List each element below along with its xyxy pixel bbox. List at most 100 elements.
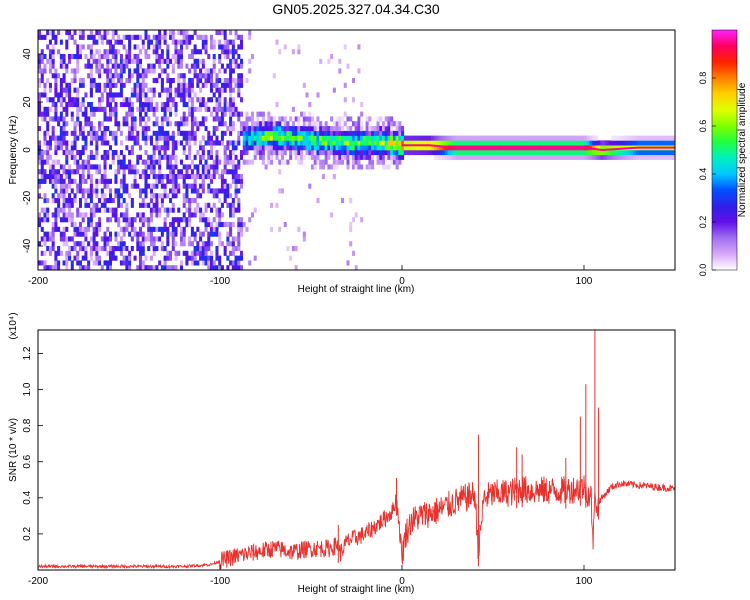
spectrogram-cell xyxy=(398,150,402,156)
spectrogram-cell xyxy=(414,145,418,151)
spectrogram-cell xyxy=(368,130,372,136)
spectrogram-cell xyxy=(371,154,375,160)
spectrogram-cell xyxy=(581,135,585,141)
spectrogram-cell xyxy=(196,73,200,79)
spectrogram-cell xyxy=(226,188,230,194)
spectrogram-cell xyxy=(95,250,99,256)
spectrogram-cell xyxy=(193,58,197,64)
spectrogram-cell xyxy=(346,260,350,266)
spectrogram-cell xyxy=(185,44,189,50)
spectrogram-cell xyxy=(92,54,96,60)
spectrogram-cell xyxy=(559,154,563,160)
spectrogram-cell xyxy=(614,145,618,151)
spectrogram-cell xyxy=(447,140,451,146)
spectrogram-cell xyxy=(193,73,197,79)
spectrogram-cell xyxy=(106,30,110,36)
spectrogram-cell xyxy=(431,150,435,156)
spectrogram-cell xyxy=(316,145,320,151)
spectrogram-cell xyxy=(38,30,42,36)
spectrogram-cell xyxy=(420,145,424,151)
spectrogram-cell xyxy=(283,116,287,122)
spectrogram-cell xyxy=(185,63,189,69)
spectrogram-cell xyxy=(177,140,181,146)
spectrogram-cell xyxy=(425,150,429,156)
spectrogram-cell xyxy=(166,226,170,232)
spectrogram-cell xyxy=(209,178,214,184)
spectrogram-cell xyxy=(98,217,102,223)
spectrogram-cell xyxy=(442,140,446,146)
spectrogram-cell xyxy=(38,222,42,228)
spectrogram-cell xyxy=(38,183,42,189)
spectrogram-cell xyxy=(458,154,462,160)
spectrogram-cell xyxy=(179,82,183,88)
spectrogram-cell xyxy=(57,135,61,141)
spectrogram-cell xyxy=(270,226,274,232)
spectrogram-cell xyxy=(455,150,459,156)
spectrogram-cell xyxy=(46,150,50,156)
spectrogram-cell xyxy=(62,169,66,175)
spectrogram-cell xyxy=(81,217,85,223)
spectrogram-cell xyxy=(114,169,118,175)
spectrogram-cell xyxy=(390,135,394,141)
spectrogram-cell xyxy=(76,150,80,156)
spectrogram-cell xyxy=(485,140,489,146)
spectrogram-cell xyxy=(38,169,42,175)
spectrogram-cell xyxy=(209,250,214,256)
spectrogram-cell xyxy=(122,217,126,223)
spectrogram-cell xyxy=(234,78,238,84)
spectrogram-cell xyxy=(174,255,178,261)
spectrogram-cell xyxy=(412,150,416,156)
spectrogram-cell xyxy=(624,135,628,141)
spectrogram-cell xyxy=(84,246,88,252)
spectrogram-cell xyxy=(108,78,113,84)
spectrogram-cell xyxy=(237,159,241,165)
spectrogram-cell xyxy=(122,68,126,74)
spectrogram-cell xyxy=(62,78,66,84)
spectrogram-cell xyxy=(220,174,224,180)
spectrogram-cell xyxy=(311,130,315,136)
spectrogram-cell xyxy=(209,97,214,103)
spectrogram-cell xyxy=(152,236,156,242)
spectrogram-cell xyxy=(368,150,372,156)
spectrogram-cell xyxy=(185,198,189,204)
spectrogram-cell xyxy=(128,73,132,79)
spectrogram-cell xyxy=(488,154,492,160)
spectrogram-cell xyxy=(237,241,241,247)
spectrogram-cell xyxy=(215,135,219,141)
spectrogram-cell xyxy=(338,121,342,127)
spectrogram-cell xyxy=(316,150,320,156)
spectrogram-cell xyxy=(212,63,216,69)
spectrogram-cell xyxy=(256,135,260,141)
spectrogram-cell xyxy=(392,130,396,136)
spectrogram-cell xyxy=(256,145,260,151)
spectrogram-cell xyxy=(229,150,233,156)
spectrogram-cell xyxy=(351,150,355,156)
spectrogram-cell xyxy=(212,140,216,146)
spectrogram-cell xyxy=(95,49,99,55)
spectrogram-cell xyxy=(158,212,162,218)
spectrogram-cell xyxy=(38,212,42,218)
spectrogram-cell xyxy=(76,92,80,98)
spectrogram-cell xyxy=(70,34,74,40)
spectrogram-cell xyxy=(141,260,145,266)
spectrogram-cell xyxy=(570,140,574,146)
spectrogram-cell xyxy=(332,159,336,165)
spectrogram-cell xyxy=(119,150,123,156)
spectrogram-cell xyxy=(114,246,118,252)
spectrogram-ridge xyxy=(402,144,675,152)
spectrogram-cell xyxy=(477,150,481,156)
spectrogram-cell xyxy=(81,111,85,117)
spectrogram-cell xyxy=(122,198,126,204)
spectrogram-cell xyxy=(207,106,211,112)
spectrogram-cell xyxy=(84,116,88,122)
spectrogram-cell xyxy=(403,150,407,156)
spectrogram-cell xyxy=(387,154,391,160)
spectrogram-cell xyxy=(190,130,194,136)
spectrogram-cell xyxy=(95,58,99,64)
spectrogram-cell xyxy=(117,202,121,208)
spectrogram-cell xyxy=(38,58,42,64)
spectrogram-cell xyxy=(136,78,140,84)
spectrogram-cell xyxy=(182,193,186,199)
spectrogram-cell xyxy=(395,154,399,160)
spectrogram-cell xyxy=(122,183,126,189)
